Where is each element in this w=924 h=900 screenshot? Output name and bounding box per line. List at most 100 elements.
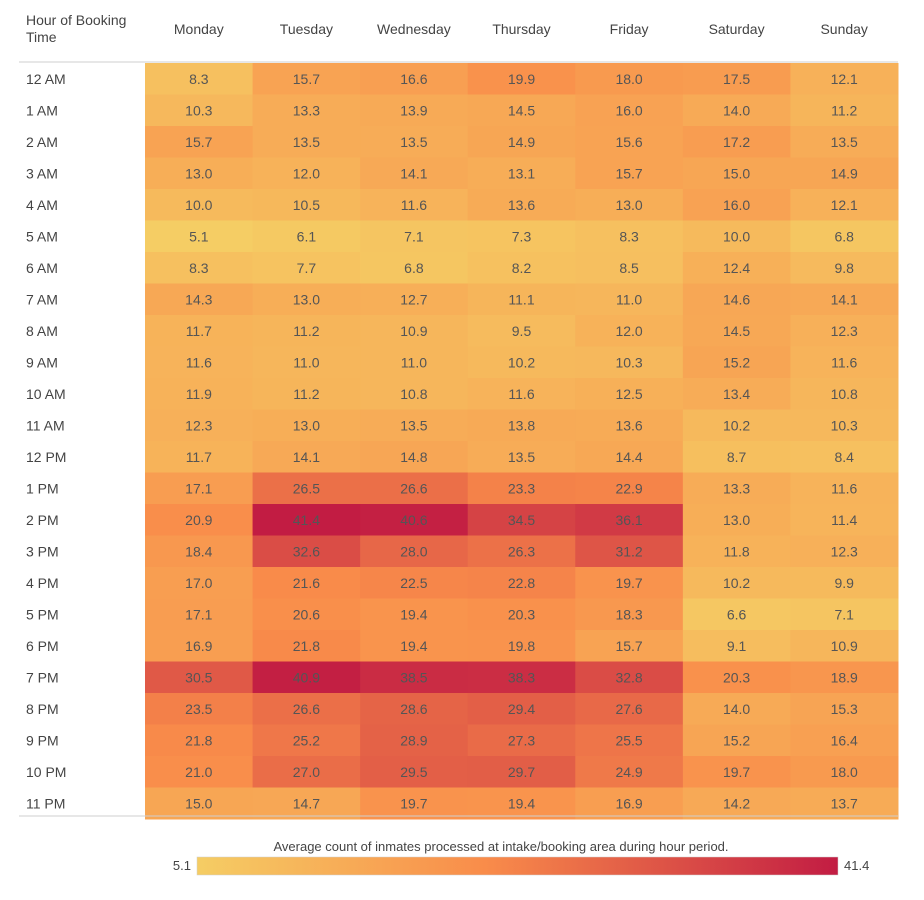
heatmap-cell [790,63,899,95]
cell-value-label: 15.7 [293,71,320,87]
cell-value-label: 11.0 [401,354,427,370]
cell-value-label: 8.7 [727,449,747,465]
column-header: Thursday [492,21,550,37]
cell-value-label: 15.7 [615,638,642,654]
cell-value-label: 34.5 [508,512,535,528]
row-label: 8 PM [26,701,59,717]
heatmap-cell [575,472,684,505]
heatmap-cell [467,598,576,631]
heatmap-cell [467,567,576,599]
cell-value-label: 8.5 [619,260,639,276]
cell-value-label: 19.4 [508,795,535,811]
cell-value-label: 14.8 [400,449,427,465]
row-label: 3 PM [26,543,59,559]
cell-value-label: 26.6 [293,701,320,717]
cell-value-label: 13.8 [508,417,535,433]
cell-value-label: 15.7 [185,134,212,150]
heatmap-cell [682,661,791,694]
cell-value-label: 14.5 [508,102,535,118]
cell-value-label: 25.5 [615,732,642,748]
cell-value-label: 5.1 [189,228,209,244]
heatmap-cells: 8.3 15.7 16.6 19.9 18.0 17.5 12.1 10.3 13.3 13.9 1… [145,63,899,820]
cell-value-label: 14.9 [831,165,858,181]
cell-value-label: 8.3 [189,260,209,276]
cell-value-label: 29.4 [508,701,535,717]
cell-value-label: 19.8 [508,638,535,654]
cell-value-label: 14.6 [723,291,750,307]
heatmap-cell [467,756,576,788]
cell-value-label: 10.9 [831,638,858,654]
heatmap-cell [575,189,684,221]
heatmap-cell [360,409,469,442]
heatmap-cell [252,94,361,127]
heatmap-cell [145,220,254,253]
heatmap-cell [467,472,576,505]
cell-value-label: 9.1 [727,638,747,654]
heatmap-cell [467,724,576,757]
cell-value-label: 20.9 [185,512,212,528]
heatmap-cell [252,630,361,662]
cell-value-label: 22.5 [400,575,427,591]
cell-value-label: 15.2 [723,354,750,370]
cell-value-label: 32.8 [615,669,642,685]
cell-value-label: 12.3 [831,543,858,559]
cell-value-label: 19.4 [400,606,427,622]
cell-value-label: 11.6 [508,386,534,402]
row-label: 7 PM [26,669,59,685]
row-label: 7 AM [26,291,58,307]
heatmap-cell [682,252,791,284]
heatmap-cell [145,189,254,221]
heatmap-cell [575,409,684,442]
cell-value-label: 16.0 [615,102,642,118]
cell-value-label: 26.5 [293,480,320,496]
column-header: Wednesday [377,21,451,37]
heatmap-cell [790,535,899,568]
cell-value-label: 14.1 [831,291,858,307]
cell-value-label: 6.6 [727,606,747,622]
cell-value-label: 14.0 [723,102,750,118]
heatmap-cell [252,346,361,379]
cell-value-label: 11.0 [616,291,642,307]
cell-value-label: 27.6 [615,701,642,717]
heatmap-cell [360,787,469,820]
cell-value-label: 14.1 [400,165,427,181]
cell-value-label: 21.6 [293,575,320,591]
heatmap-cell [682,693,791,725]
cell-value-label: 40.6 [400,512,427,528]
cell-value-label: 30.5 [185,669,212,685]
heatmap-cell [145,598,254,631]
cell-value-label: 8.3 [189,71,209,87]
cell-value-label: 13.0 [293,291,320,307]
heatmap-cell [252,220,361,253]
heatmap-cell [360,315,469,347]
cell-value-label: 11.9 [186,386,212,402]
row-label: 6 AM [26,260,58,276]
cell-value-label: 41.4 [293,512,320,528]
cell-value-label: 21.0 [185,764,212,780]
heatmap-cell [145,378,254,410]
legend-gradient-bar [196,856,839,876]
row-label: 11 AM [26,417,65,433]
heatmap-cell [252,252,361,284]
cell-value-label: 7.1 [834,606,854,622]
heatmap-cell [360,567,469,599]
cell-value-label: 17.1 [185,480,212,496]
cell-value-label: 27.0 [293,764,320,780]
cell-value-label: 13.0 [615,197,642,213]
heatmap-cell [360,724,469,757]
heatmap-cell [575,441,684,473]
column-header: Sunday [820,21,867,37]
heatmap-cell [682,315,791,347]
cell-value-label: 13.5 [508,449,535,465]
cell-value-label: 14.5 [723,323,750,339]
cell-value-label: 12.1 [831,71,858,87]
heatmap-cell [252,315,361,347]
heatmap-cell [682,504,791,536]
heatmap-cell [360,157,469,190]
row-label: 1 PM [26,480,59,496]
cell-value-label: 14.2 [723,795,750,811]
heatmap-cell [252,693,361,725]
cell-value-label: 11.4 [831,512,857,528]
heatmap-cell [575,693,684,725]
heatmap-cell [467,157,576,190]
